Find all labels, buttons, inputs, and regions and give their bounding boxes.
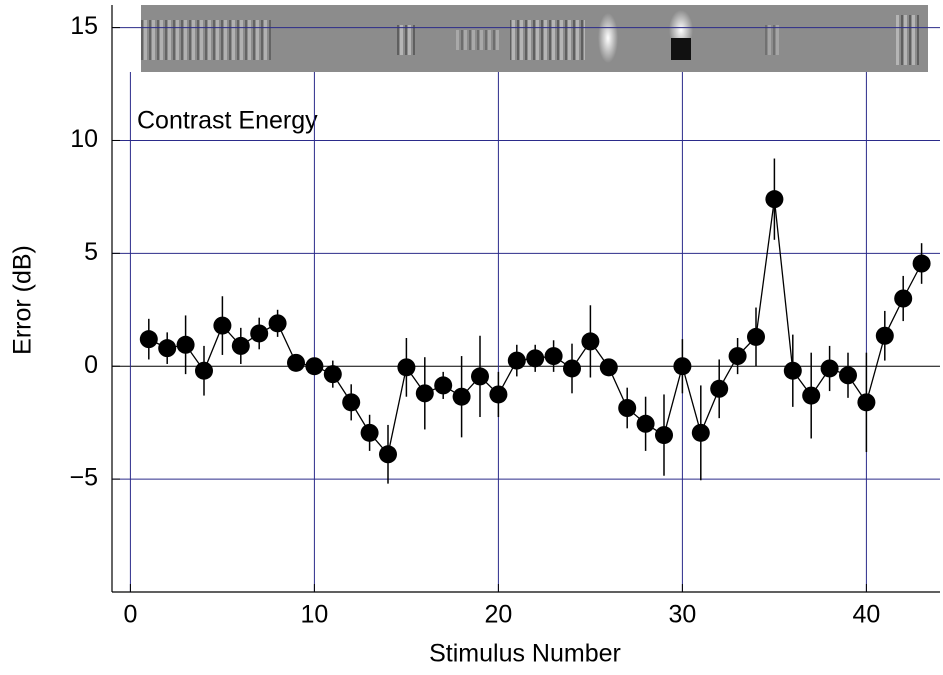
x-tick-label: 10 [300, 601, 328, 629]
stimulus-strip [141, 5, 928, 72]
data-point [287, 354, 305, 372]
data-point [416, 384, 434, 402]
data-point [581, 332, 599, 350]
data-point [269, 314, 287, 332]
y-tick-label: 10 [70, 125, 98, 153]
data-point [600, 358, 618, 376]
data-point [839, 366, 857, 384]
data-point [453, 388, 471, 406]
data-point [673, 357, 691, 375]
data-point [305, 357, 323, 375]
data-point [489, 385, 507, 403]
data-point [434, 376, 452, 394]
data-point [729, 347, 747, 365]
data-point [177, 336, 195, 354]
data-point [213, 317, 231, 335]
annotation: Contrast Energy [137, 107, 318, 135]
data-point [526, 349, 544, 367]
chart: Contrast Energy Stimulus Number Error (d… [0, 0, 943, 670]
data-point [140, 330, 158, 348]
data-point [876, 327, 894, 345]
data-point [765, 190, 783, 208]
data-point [232, 337, 250, 355]
data-point [158, 339, 176, 357]
x-axis-label: Stimulus Number [429, 640, 621, 668]
data-point [195, 362, 213, 380]
data-point [397, 358, 415, 376]
data-point [342, 393, 360, 411]
data-point [710, 380, 728, 398]
data-point [618, 399, 636, 417]
data-point [692, 424, 710, 442]
data-point [637, 415, 655, 433]
y-tick-label: 5 [84, 238, 98, 266]
x-tick-label: 0 [123, 601, 137, 629]
data-point [361, 424, 379, 442]
data-point [471, 367, 489, 385]
data-point [784, 362, 802, 380]
data-point [747, 328, 765, 346]
y-tick-label: −5 [69, 464, 98, 492]
x-tick-label: 20 [484, 601, 512, 629]
data-point [802, 387, 820, 405]
data-point [857, 393, 875, 411]
y-tick-label: 0 [84, 351, 98, 379]
data-point [379, 445, 397, 463]
data-point [821, 359, 839, 377]
x-tick-label: 30 [668, 601, 696, 629]
data-point [508, 352, 526, 370]
y-tick-label: 15 [70, 12, 98, 40]
data-point [894, 290, 912, 308]
data-point [913, 255, 931, 273]
data-point [324, 365, 342, 383]
x-tick-label: 40 [852, 601, 880, 629]
data-point [655, 426, 673, 444]
data-point [250, 324, 268, 342]
data-point [563, 359, 581, 377]
y-axis-label: Error (dB) [9, 245, 37, 355]
data-point [545, 347, 563, 365]
